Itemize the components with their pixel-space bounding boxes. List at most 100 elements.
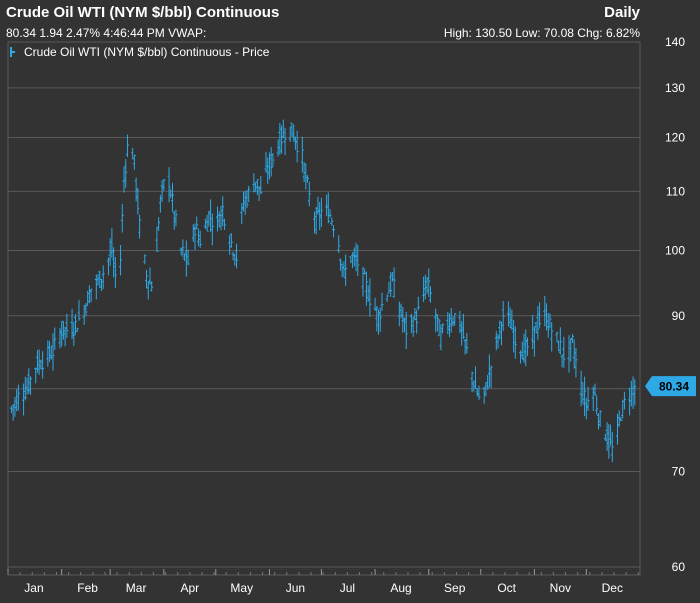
price-bar	[328, 209, 332, 218]
price-bar	[581, 382, 585, 404]
price-bar	[373, 297, 377, 311]
price-bar	[356, 244, 360, 276]
price-bar	[257, 186, 261, 202]
price-bar	[217, 211, 221, 228]
price-bar	[368, 278, 372, 317]
price-bar	[278, 122, 282, 155]
price-bar	[536, 306, 540, 340]
price-bar	[583, 376, 587, 417]
price-bar	[560, 354, 564, 368]
price-bar	[378, 307, 382, 332]
price-bar	[532, 326, 536, 357]
price-bar	[207, 210, 211, 227]
price-bar	[392, 267, 396, 298]
price-bar	[74, 314, 78, 335]
price-bar	[415, 309, 419, 334]
price-bar	[16, 384, 20, 411]
chart-title: Crude Oil WTI (NYM $/bbl) Continuous	[6, 4, 280, 21]
price-bar	[101, 265, 105, 290]
price-bar	[113, 256, 117, 288]
price-bar	[475, 387, 479, 397]
price-bar	[449, 308, 453, 333]
price-bar	[338, 258, 342, 271]
price-bar	[169, 189, 173, 199]
price-bar	[389, 271, 393, 297]
period-label[interactable]: Daily	[604, 4, 640, 21]
price-bar	[513, 326, 517, 359]
price-bar	[312, 211, 316, 234]
price-bar	[607, 424, 611, 459]
price-bar	[434, 308, 438, 333]
price-bar	[259, 175, 263, 195]
price-bar	[453, 313, 457, 326]
price-bar	[124, 159, 128, 188]
price-bar	[247, 185, 251, 203]
price-bar	[269, 146, 273, 177]
quote-line: 80.34 1.94 2.47% 4:46:44 PM VWAP:	[6, 26, 207, 40]
price-bar	[145, 269, 149, 289]
price-bar	[302, 162, 306, 183]
price-bar	[496, 334, 500, 349]
price-bar	[183, 253, 187, 262]
price-bar	[633, 379, 637, 406]
price-bar	[122, 166, 126, 193]
price-bar	[448, 313, 452, 338]
price-bar	[125, 134, 129, 158]
price-bar	[609, 424, 613, 446]
price-bar	[423, 274, 427, 300]
price-bar	[292, 124, 296, 142]
price-bar	[216, 206, 220, 232]
price-bar	[143, 254, 147, 265]
price-bar	[231, 251, 235, 261]
price-bar	[306, 175, 310, 183]
price-bar	[174, 209, 178, 227]
price-bar	[70, 308, 74, 340]
price-bar	[404, 311, 408, 350]
price-bar	[35, 350, 39, 373]
price-bar	[319, 197, 323, 228]
price-bar	[499, 321, 503, 346]
price-bar	[364, 271, 368, 306]
price-bar	[136, 187, 140, 215]
price-bar	[337, 235, 341, 253]
price-bar	[548, 313, 552, 329]
price-bar	[181, 239, 185, 258]
price-bar	[304, 163, 308, 190]
price-bar	[209, 199, 213, 233]
price-bar	[210, 213, 214, 246]
price-bar	[120, 203, 124, 233]
price-bar	[482, 387, 486, 404]
x-tick-label: Jul	[340, 581, 355, 595]
price-bar	[119, 245, 123, 276]
price-bar	[380, 292, 384, 311]
chart-header: Crude Oil WTI (NYM $/bbl) Continuous Dai…	[0, 0, 700, 21]
price-bar	[629, 380, 633, 407]
price-bar	[441, 323, 445, 334]
price-bar	[86, 290, 90, 307]
last-price-badge: 80.34	[645, 376, 696, 397]
price-bar	[184, 240, 188, 277]
price-bar	[489, 365, 493, 389]
price-bar	[96, 274, 100, 286]
price-bar	[77, 300, 81, 321]
price-bar	[562, 336, 566, 368]
price-bar	[108, 238, 112, 266]
range-stats: High: 130.50 Low: 70.08 Chg: 6.82%	[443, 26, 640, 40]
price-bar	[366, 285, 370, 302]
y-tick-label: 90	[672, 309, 686, 323]
y-tick-label: 70	[672, 464, 686, 478]
price-bar	[65, 313, 69, 338]
price-bar	[387, 281, 391, 294]
price-bar	[621, 399, 625, 419]
price-bar	[326, 192, 330, 224]
price-bar	[58, 327, 62, 349]
price-bar	[203, 218, 207, 230]
y-tick-label: 130	[665, 81, 685, 95]
price-bar	[106, 257, 110, 276]
price-bar	[48, 340, 52, 363]
ohlc-bar-icon	[6, 46, 16, 58]
price-bar	[385, 294, 389, 302]
chart-grid	[7, 41, 641, 576]
y-tick-label: 110	[666, 184, 685, 198]
